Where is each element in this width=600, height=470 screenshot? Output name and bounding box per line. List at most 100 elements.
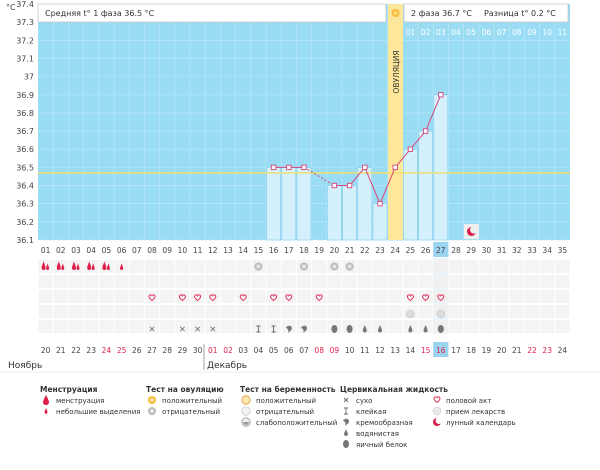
cycle-day-label: 05 [102, 246, 112, 255]
calendar-date-label: 21 [512, 346, 522, 355]
temperature-bar [433, 94, 449, 241]
table-cell [357, 275, 372, 288]
upper-day-label: 09 [527, 28, 537, 37]
table-cell [448, 260, 464, 273]
table-cell [190, 275, 205, 288]
temperature-segment [303, 166, 335, 186]
temperature-segment [364, 167, 381, 204]
intercourse-heart-icon [422, 294, 430, 302]
table-cell [464, 275, 479, 288]
cycle-day-label: 21 [345, 246, 355, 255]
table-cell [84, 275, 99, 288]
table-cell [160, 320, 175, 333]
cervical-sticky-icon [271, 325, 276, 333]
calendar-date-label: 10 [345, 346, 355, 355]
legend-medication: прием лекарств [446, 408, 505, 416]
legend-ovulation-title: Тест на овуляцию [146, 385, 224, 394]
legend-cervical-dry: сухо [356, 397, 372, 405]
cycle-day-label: 16 [269, 246, 279, 255]
upper-day-label: 07 [497, 28, 507, 37]
table-cell [448, 320, 464, 333]
table-cell [114, 290, 129, 303]
calendar-date-label: 15 [421, 346, 431, 355]
cycle-day-label: 19 [314, 246, 324, 255]
legend-creamy-icon [343, 418, 349, 426]
intercourse-heart-icon [285, 294, 293, 302]
table-cell [220, 320, 236, 333]
table-cell [144, 305, 160, 318]
table-cell [372, 260, 388, 273]
calendar-date-label: 07 [299, 346, 309, 355]
table-cell [266, 260, 281, 273]
table-cell [327, 290, 342, 303]
cycle-day-label: 01 [41, 246, 51, 255]
calendar-date-label: 04 [254, 346, 264, 355]
table-cell [357, 260, 372, 273]
y-axis-ticks: 37.4 37.3 37.2 37.1 37 36.9 36.8 36.7 36.6 36.5 36… [16, 0, 34, 245]
table-cell [403, 260, 418, 273]
table-cell [68, 260, 84, 273]
table-cell [175, 320, 190, 333]
table-cell [220, 275, 236, 288]
table-cell [433, 260, 448, 273]
temperature-bar [281, 167, 297, 241]
calendar-date-label: 28 [162, 346, 172, 355]
intercourse-heart-icon [194, 294, 202, 302]
cycle-day-label: 28 [451, 246, 461, 255]
calendar-date-label: 29 [178, 346, 188, 355]
table-cell [524, 260, 540, 273]
cervical-eggwhite-icon [331, 325, 338, 333]
legend-pregnancy-positive-icon [241, 395, 251, 405]
calendar-date-label: 01 [208, 346, 218, 355]
table-cell [53, 305, 68, 318]
table-cell [342, 275, 357, 288]
moon-icon[interactable] [464, 224, 479, 239]
table-cell [38, 305, 53, 318]
temperature-segment [410, 130, 426, 150]
table-cell [555, 320, 570, 333]
table-cell [68, 275, 84, 288]
cervical-dry-icon [210, 326, 216, 332]
legend-small-drop-icon [44, 408, 48, 414]
table-cell [190, 320, 205, 333]
calendar-date-label: 24 [102, 346, 112, 355]
table-cell [448, 305, 464, 318]
table-cell [388, 320, 403, 333]
table-cell [524, 305, 540, 318]
table-cell [129, 290, 144, 303]
table-cell [296, 305, 312, 318]
menstruation-icon [41, 261, 50, 270]
upper-day-labels: 01 02 03 04 05 06 07 08 09 10 11 [406, 28, 568, 37]
legend-cervical-sticky: клейкая [356, 408, 386, 416]
legend-menstruation-item: менструация [56, 397, 105, 405]
table-cell [144, 275, 160, 288]
cycle-day-label: 35 [558, 246, 568, 255]
legend-pregnancy-title: Тест на беременность [240, 385, 336, 394]
table-cell [190, 260, 205, 273]
table-cell [205, 275, 220, 288]
table-cell [312, 275, 327, 288]
table-cell [524, 290, 540, 303]
legend-pregnancy-negative: отрицательный [256, 408, 314, 416]
temperature-bar [418, 130, 433, 241]
temperature-point [301, 164, 307, 171]
table-cell [266, 275, 281, 288]
cervical-eggwhite-icon [437, 325, 444, 333]
y-tick-label: 36.5 [16, 163, 34, 172]
legend-lunar: лунный календарь [446, 419, 516, 427]
table-cell [509, 260, 524, 273]
cervical-creamy-icon [301, 325, 307, 333]
y-tick-label: 37.3 [16, 18, 34, 27]
table-cell [540, 260, 555, 273]
phase2-box [403, 3, 569, 23]
cervical-eggwhite-icon [346, 325, 353, 333]
table-cell [418, 305, 433, 318]
temperature-bar [296, 167, 312, 241]
cycle-day-label: 07 [132, 246, 142, 255]
y-tick-label: 37.4 [16, 0, 34, 9]
legend-eggwhite-icon [343, 440, 349, 448]
menstruation-icon [56, 261, 65, 270]
calendar-date-label: 27 [147, 346, 157, 355]
legend-dry-icon [343, 397, 349, 403]
y-tick-label: 36.3 [16, 200, 34, 209]
